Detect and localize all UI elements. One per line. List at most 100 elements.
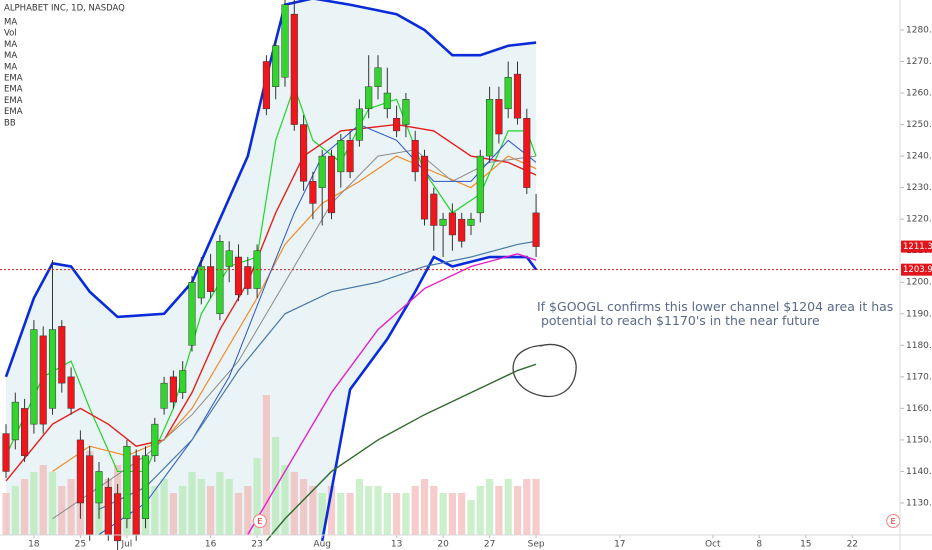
legend-item: BB [4, 118, 16, 128]
candle-body [95, 471, 103, 504]
volume-bar [253, 458, 261, 535]
candle-body [467, 218, 475, 226]
y-tick-label: 1180.00 [906, 341, 932, 351]
candle-body [504, 77, 512, 110]
volume-bar [513, 486, 522, 535]
annotation: potential to reach $1170's in the near f… [537, 313, 820, 328]
volume-bar [234, 493, 243, 535]
candle-body [151, 423, 159, 456]
volume-bar [225, 479, 233, 535]
x-tick-label: 27 [484, 540, 495, 550]
legend-item: EMA [4, 85, 23, 95]
candle-body [11, 401, 19, 441]
candle-body [207, 266, 215, 292]
event-label: E [891, 517, 896, 526]
candle-body [216, 240, 224, 315]
volume-bar [206, 486, 215, 535]
y-tick-label: 1200.00 [906, 278, 932, 288]
candle-body [337, 140, 345, 173]
volume-bar [188, 472, 196, 535]
y-tick-label: 1240.00 [906, 152, 932, 162]
volume-bar [439, 493, 447, 535]
candle-body [458, 218, 466, 242]
indicator-line [247, 253, 537, 535]
indicator-line [5, 84, 537, 473]
volume-bar [309, 486, 317, 535]
x-tick-label: Sep [528, 540, 545, 550]
x-tick-label: 13 [391, 540, 402, 550]
x-tick-label: 22 [847, 540, 858, 550]
candle-body [495, 99, 503, 135]
volume-bar [58, 486, 66, 535]
event-marker [252, 514, 267, 528]
candle-body [420, 155, 429, 220]
candle-body [430, 193, 438, 226]
candle-body [114, 493, 122, 542]
candle-body [272, 45, 280, 87]
volume-bar [467, 500, 475, 535]
volume-bar [476, 486, 484, 535]
candle-body [281, 4, 289, 78]
annotation: If $GOOGL confirms this lower channel $1… [537, 299, 893, 314]
volume-bar [485, 479, 494, 535]
candle-body [393, 118, 401, 132]
candle-body [21, 408, 29, 456]
bands [5, 0, 537, 535]
legend: ALPHABET INC, 1D, NASDAQ MAVolMAMAMAEMAE… [4, 4, 125, 129]
x-tick-label: 23 [251, 540, 262, 550]
legend-item: MA [4, 18, 17, 28]
event-label: E [257, 517, 262, 526]
band-fill [5, 0, 537, 535]
drawn-circle [512, 343, 577, 397]
candle-body [244, 266, 252, 289]
volume-bar [392, 493, 401, 535]
volume-bar [299, 479, 308, 535]
candle-body [48, 329, 57, 409]
volume-bar [197, 479, 205, 535]
symbol-title: ALPHABET INC, 1D, NASDAQ [4, 4, 125, 14]
volume-bar [179, 486, 187, 535]
candle-body [132, 455, 140, 535]
candle-body [532, 212, 540, 247]
candle-body [58, 326, 66, 384]
x-tick-label: 20 [437, 540, 449, 550]
volume-bar [48, 472, 57, 535]
candle-body [86, 455, 94, 535]
candle-body [402, 99, 410, 125]
indicator-line [265, 363, 537, 542]
volume-bar [355, 479, 363, 535]
candles [2, 0, 540, 550]
legend-item: MA [4, 51, 17, 61]
price-label-box [901, 263, 932, 276]
candle-body [141, 455, 150, 520]
candle-body [234, 256, 243, 296]
volume-bar [290, 472, 298, 535]
candle-body [448, 212, 456, 236]
legend-item: EMA [4, 74, 23, 84]
volume-bar [420, 479, 429, 535]
x-tick-label: Aug [313, 540, 331, 550]
volume-bar [495, 486, 503, 535]
candle-body [169, 376, 177, 403]
y-tick-label: 1280.00 [906, 25, 932, 35]
candle-body [39, 335, 47, 425]
legend-item: MA [4, 40, 17, 50]
y-tick-label: 1190.00 [906, 309, 932, 319]
x-tick-label: 16 [205, 540, 217, 550]
volume-bar [281, 465, 289, 535]
price-label: 1203.99 [903, 265, 932, 275]
volume-bar [337, 493, 345, 535]
volume-bar [244, 486, 252, 535]
candle-body [225, 250, 233, 267]
volume-bar [448, 493, 456, 535]
volume-bar [374, 486, 382, 535]
candle-body [76, 439, 84, 504]
y-tick-label: 1170.00 [906, 372, 932, 382]
volume-bar [160, 479, 168, 535]
volume-bar [39, 465, 47, 535]
volume-bar [30, 472, 38, 535]
x-tick-label: 8 [756, 540, 762, 550]
volume-bar [67, 479, 75, 535]
indicator-line [52, 155, 537, 472]
legend-item: Vol [4, 29, 17, 39]
